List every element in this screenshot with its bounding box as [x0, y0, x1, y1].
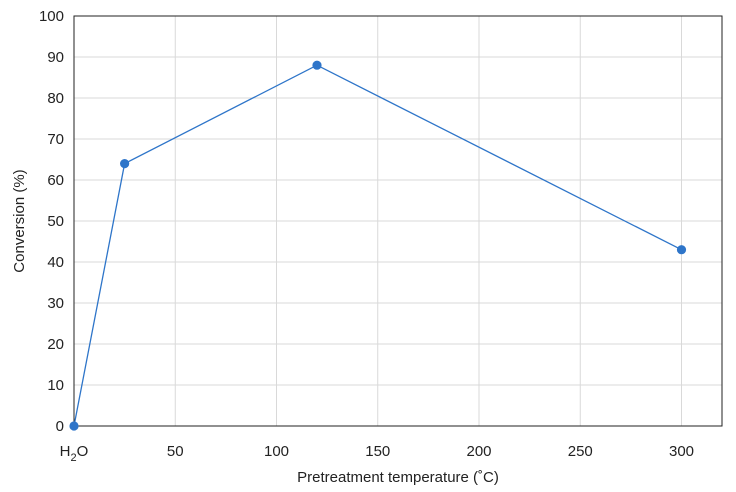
grid-lines	[74, 16, 722, 426]
data-point	[69, 421, 79, 431]
data-point	[120, 159, 130, 169]
y-axis-tick-labels: 0 10 20 30 40 50 60 70 80 90 100	[39, 8, 64, 435]
y-tick-label: 60	[47, 172, 64, 189]
y-tick-label: 30	[47, 295, 64, 312]
y-tick-label: 10	[47, 377, 64, 394]
x-tick-label: 100	[264, 443, 289, 460]
y-tick-label: 80	[47, 90, 64, 107]
series-line	[73, 64, 682, 427]
y-tick-label: 90	[47, 49, 64, 66]
y-tick-label: 100	[39, 8, 64, 25]
x-tick-label: 300	[669, 443, 694, 460]
data-point	[312, 60, 322, 70]
plot-area-frame	[73, 15, 723, 427]
x-tick-label: 250	[568, 443, 593, 460]
x-axis-title: Pretreatment temperature (˚C)	[297, 469, 499, 486]
x-tick-label: 50	[167, 443, 184, 460]
x-tick-label-h2o: H2O	[60, 443, 89, 464]
x-axis-tick-labels: 50 100 150 200 250 300 H2O	[60, 443, 694, 464]
y-tick-label: 70	[47, 131, 64, 148]
series-layer	[69, 60, 687, 431]
y-tick-label: 40	[47, 254, 64, 271]
y-tick-label: 0	[56, 418, 64, 435]
data-point	[676, 245, 687, 255]
x-tick-label: 150	[365, 443, 390, 460]
x-tick-label: 200	[466, 443, 491, 460]
y-tick-label: 50	[47, 213, 64, 230]
y-tick-label: 20	[47, 336, 64, 353]
y-axis-title: Conversion (%)	[11, 169, 28, 272]
